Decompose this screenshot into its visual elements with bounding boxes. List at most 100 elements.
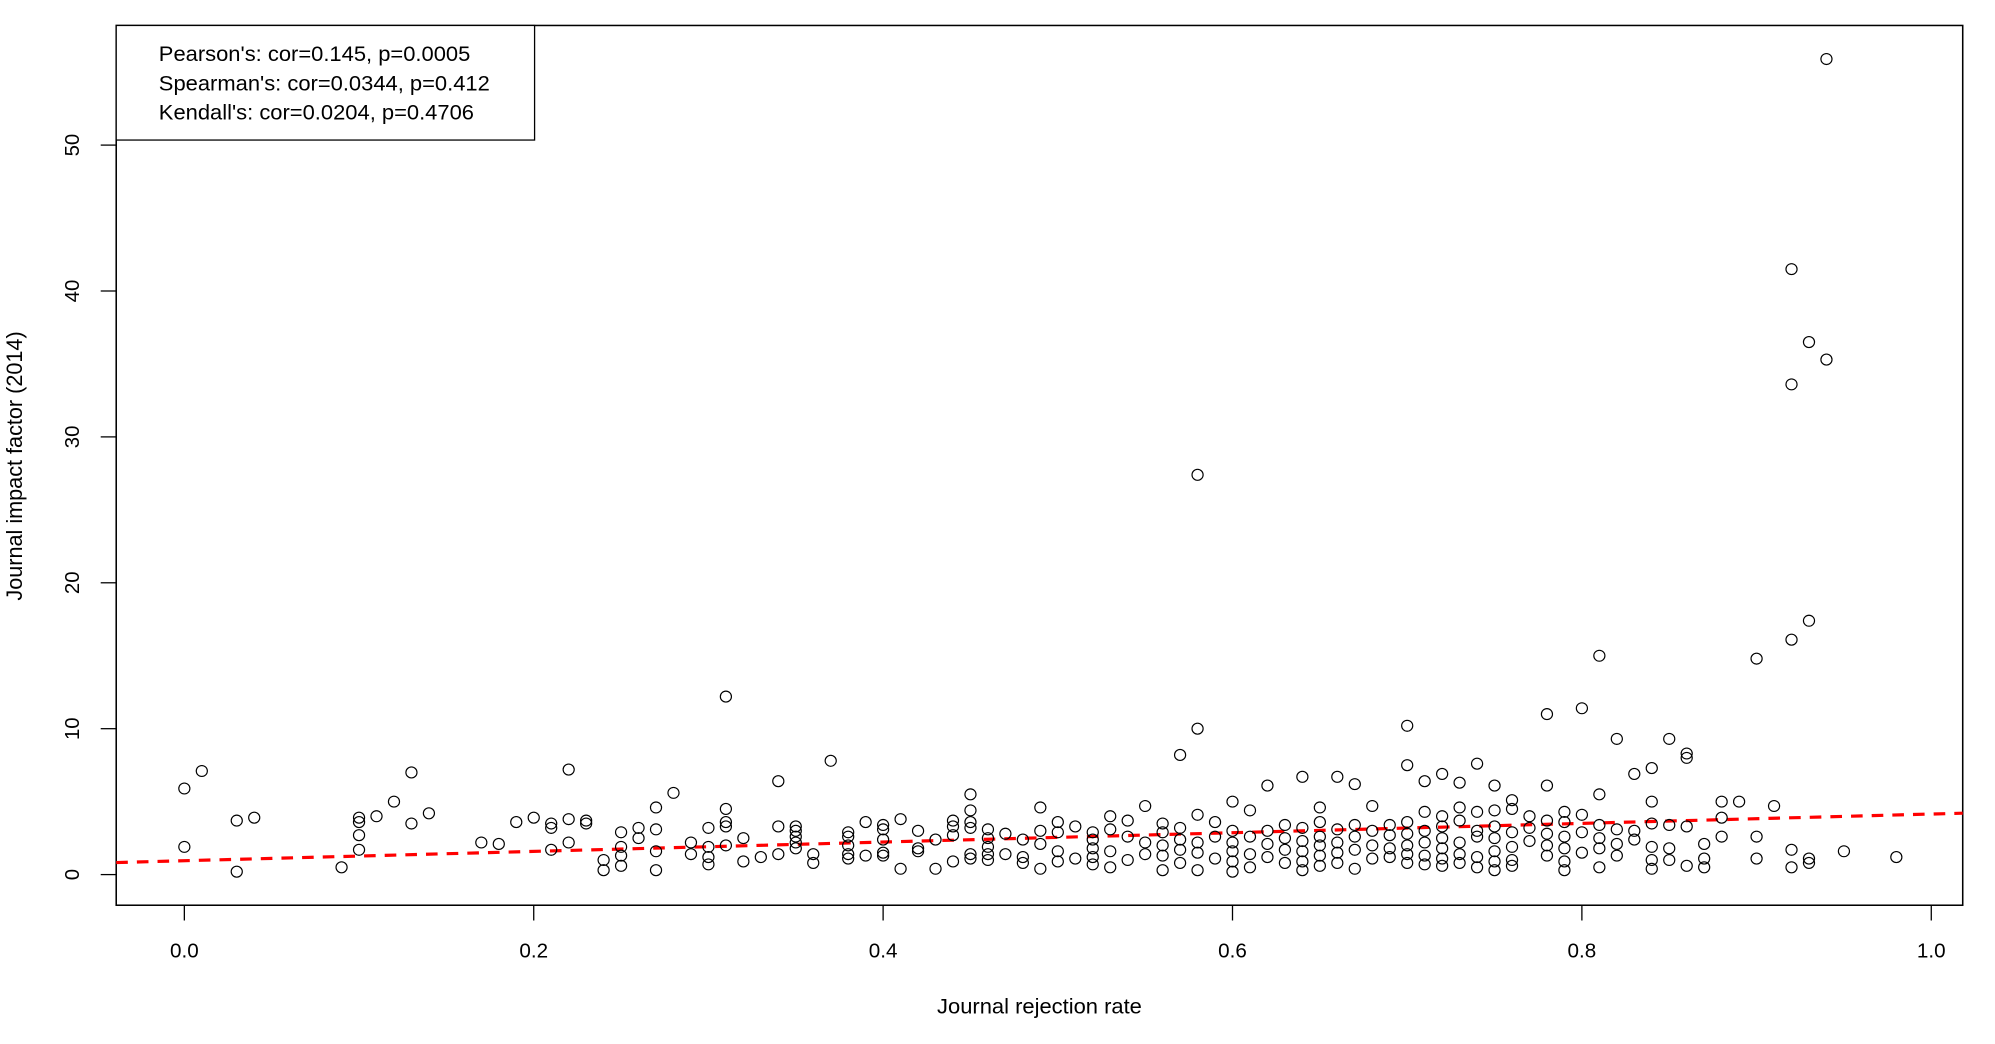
data-point [1540,827,1554,840]
data-point [352,811,366,824]
data-point [667,786,680,799]
data-point [1802,852,1816,865]
data-point [1191,846,1204,859]
legend: Pearson's: cor=0.145, p=0.0005 Spearman'… [115,24,536,141]
data-point [1610,823,1623,836]
data-point [1261,837,1274,850]
data-point [946,855,960,868]
data-point [1680,751,1693,764]
data-point [1505,859,1519,872]
data-point [1331,856,1344,869]
legend-spearman: Spearman's: cor=0.0344, p=0.412 [159,71,490,96]
data-point [1488,804,1501,817]
data-point [999,848,1012,861]
data-point [1016,856,1030,869]
data-point [1785,263,1798,276]
data-point [1540,814,1554,827]
data-point [1505,826,1519,839]
data-point [1348,830,1361,843]
data-point [1191,468,1204,481]
data-point [1418,858,1431,871]
data-point [1663,853,1676,867]
data-point [1575,808,1589,821]
data-point [1785,633,1798,646]
x-axis: 0.0 0.2 0.4 0.6 0.8 1.0 [170,904,1946,962]
data-point [1610,849,1623,862]
data-point [1418,836,1431,849]
data-point [527,811,540,824]
data-point [1401,827,1414,840]
data-point [1034,837,1047,850]
data-point [1715,795,1728,808]
data-point [1383,818,1396,832]
data-point [1296,864,1309,877]
data-point [1278,856,1292,869]
data-point [911,845,925,858]
data-point [1558,855,1571,868]
data-point [614,840,628,853]
data-point [1750,652,1763,665]
data-point [1226,845,1239,858]
data-point [981,853,995,867]
data-point [1628,767,1641,780]
data-point [1663,842,1676,855]
data-point [1418,849,1431,862]
data-point [580,814,593,827]
data-point [562,836,575,849]
data-point [1558,816,1571,829]
data-point [1750,830,1763,843]
data-point [405,817,418,830]
data-point [1139,848,1152,861]
data-point [1470,805,1484,818]
data-point [1558,864,1571,877]
data-point [1435,842,1449,855]
data-point [614,826,628,839]
data-point [1331,770,1344,783]
data-point [1104,810,1117,823]
data-point [1208,816,1222,829]
data-point [684,848,698,861]
data-point [1156,826,1169,839]
y-tick-label: 40 [61,280,84,303]
data-point [1366,852,1379,865]
data-point [230,865,243,878]
data-point [1593,861,1606,874]
data-point [1226,855,1239,868]
data-point [1104,845,1117,858]
data-point [702,821,715,834]
data-point [545,821,558,834]
data-point [1453,801,1466,814]
data-point [719,802,733,815]
data-point [1802,336,1816,349]
data-point [562,763,575,776]
plot-frame [115,24,1964,906]
data-point [1488,779,1501,792]
data-point [876,849,890,862]
data-point [178,782,191,795]
data-point [1645,817,1658,830]
data-point [1680,859,1693,872]
data-point [1278,843,1292,856]
data-point [1069,852,1082,865]
data-point [807,848,820,861]
data-point [1296,845,1309,858]
data-point [1086,858,1099,871]
data-point [1418,805,1431,818]
y-axis: 0 10 20 30 40 50 [61,134,117,880]
data-point [1401,848,1414,861]
data-point [1016,851,1030,864]
data-point [737,855,750,868]
data-point [1156,849,1169,862]
data-point [789,830,802,843]
data-point [999,827,1012,840]
data-point [1802,856,1816,869]
data-point [1715,811,1728,824]
data-point [1698,837,1711,850]
data-point [1435,810,1449,823]
data-point [981,848,995,861]
data-point [492,837,505,850]
data-point [1890,851,1903,864]
data-point [1156,864,1169,877]
data-point [842,839,855,852]
